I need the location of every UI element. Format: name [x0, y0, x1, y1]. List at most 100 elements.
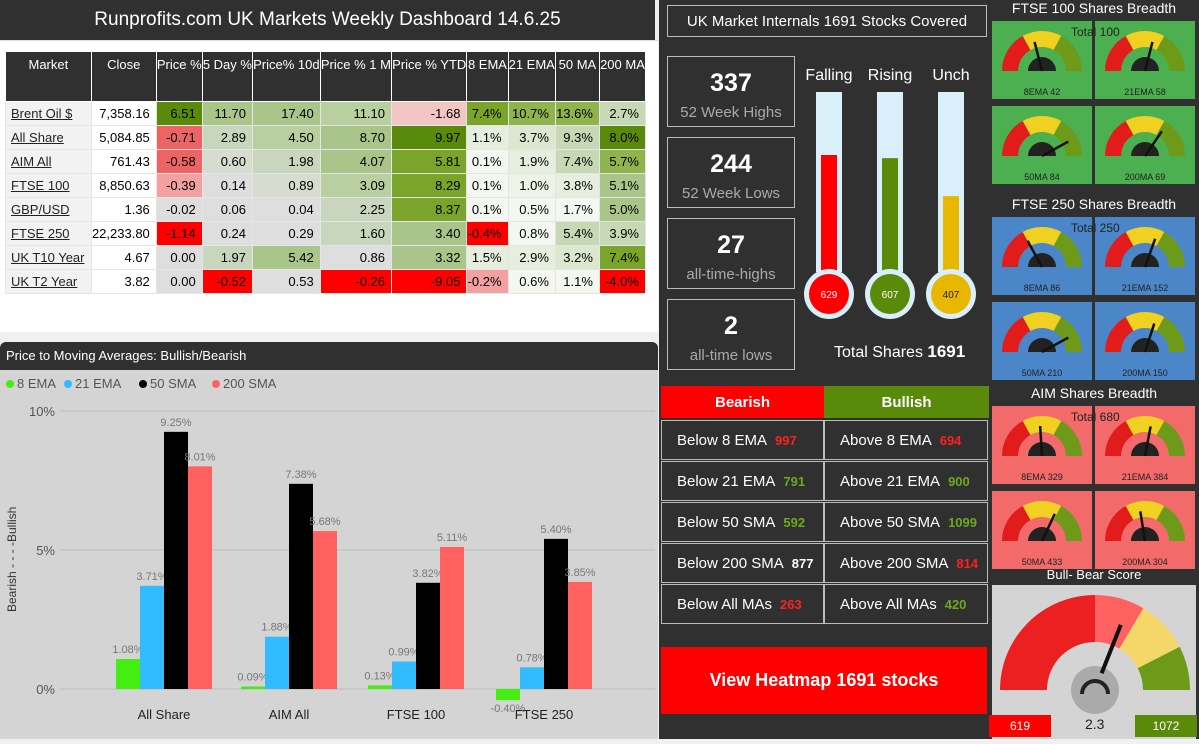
above-ma-label: Above 50 SMA: [840, 513, 941, 531]
gauge-hub: [1028, 142, 1056, 156]
bar[interactable]: [416, 582, 440, 689]
x-category-label: AIM All: [269, 707, 310, 722]
column-header[interactable]: Price% 10d: [252, 51, 321, 102]
stat-box: 2 all-time lows: [667, 299, 795, 370]
breadth-gauge[interactable]: 21EMA 58: [1095, 21, 1195, 99]
value-cell: -0.02: [155, 197, 203, 222]
market-link[interactable]: All Share: [5, 125, 92, 150]
breadth-gauge[interactable]: 50MA 84: [992, 106, 1092, 184]
data-label: 1.08%: [112, 644, 143, 656]
bar[interactable]: [265, 636, 289, 689]
bar[interactable]: [440, 546, 464, 689]
value-cell: 2.9%: [507, 245, 556, 270]
gauge-segment: [1002, 420, 1031, 456]
market-link[interactable]: GBP/USD: [5, 197, 92, 222]
stat-box: 27 all-time-highs: [667, 218, 795, 289]
breadth-gauge[interactable]: 8EMA 86: [992, 217, 1092, 295]
total-shares-value: 1691: [927, 342, 966, 361]
value-cell: -0.52: [201, 269, 254, 294]
thermo-bulb-fill: [809, 274, 849, 314]
value-cell: -1.68: [391, 101, 468, 126]
score-bullish-count: 1072: [1135, 715, 1197, 737]
breadth-gauge[interactable]: 21EMA 152: [1095, 217, 1195, 295]
value-cell: 0.29: [252, 221, 321, 246]
thermo-fill: [821, 155, 837, 277]
market-link[interactable]: AIM All: [5, 149, 92, 174]
market-link[interactable]: Brent Oil $: [5, 101, 92, 126]
bar[interactable]: [188, 466, 212, 689]
value-cell: -0.39: [155, 173, 203, 198]
value-cell: 0.6%: [507, 269, 556, 294]
legend-item: 200 SMA: [212, 376, 276, 391]
bar[interactable]: [241, 686, 265, 689]
breadth-gauge[interactable]: 50MA 210: [992, 302, 1092, 380]
bar[interactable]: [568, 581, 592, 689]
market-link[interactable]: FTSE 250: [5, 221, 92, 246]
above-ma-value: 814: [956, 555, 979, 571]
above-ma-box: Above All MAs 420: [824, 584, 988, 624]
value-cell: 3.9%: [598, 221, 647, 246]
value-cell: 17.40: [252, 101, 321, 126]
breadth-total: Total 680: [1071, 410, 1120, 424]
data-label: 3.85%: [564, 567, 595, 579]
bar[interactable]: [368, 685, 392, 689]
above-ma-value: 900: [948, 473, 970, 489]
below-ma-box: Below 21 EMA 791: [661, 461, 824, 501]
breadth-gauge[interactable]: 200MA 304: [1095, 491, 1195, 569]
value-cell: 10.7%: [507, 101, 556, 126]
bar[interactable]: [313, 531, 337, 689]
column-header[interactable]: Price % YTD: [391, 51, 468, 102]
bar[interactable]: [520, 667, 544, 689]
thermo-bulb-fill: [931, 274, 971, 314]
close-cell: 4.67: [90, 245, 157, 270]
column-header[interactable]: 50 MA: [554, 51, 600, 102]
market-link[interactable]: UK T2 Year: [5, 269, 92, 294]
value-cell: 1.98: [252, 149, 321, 174]
value-cell: 0.04: [252, 197, 321, 222]
bar[interactable]: [116, 658, 140, 689]
close-cell: 5,084.85: [90, 125, 157, 150]
column-header[interactable]: Price %: [155, 51, 203, 102]
gauge-segment: [1022, 31, 1062, 50]
bar[interactable]: [392, 661, 416, 689]
value-cell: 5.0%: [598, 197, 647, 222]
gauge-segment: [1156, 420, 1185, 456]
column-header[interactable]: 21 EMA: [507, 51, 556, 102]
column-header[interactable]: 200 MA: [598, 51, 647, 102]
view-heatmap-button[interactable]: View Heatmap 1691 stocks: [661, 647, 987, 714]
bar[interactable]: [289, 483, 313, 689]
bull-bear-gauge[interactable]: [992, 585, 1196, 739]
value-cell: 2.89: [201, 125, 254, 150]
column-header[interactable]: Close: [90, 51, 157, 102]
above-ma-value: 420: [944, 596, 967, 612]
column-header[interactable]: 8 EMA: [466, 51, 509, 102]
breadth-gauge[interactable]: 8EMA 329: [992, 406, 1092, 484]
bar[interactable]: [544, 538, 568, 689]
value-cell: 2.7%: [598, 101, 647, 126]
value-cell: -0.4%: [466, 221, 509, 246]
above-ma-label: Above 200 SMA: [840, 554, 949, 572]
gauge-segment: [1002, 505, 1031, 541]
gauge-label: 50MA 84: [1024, 172, 1060, 182]
gauge-segment: [1002, 316, 1031, 352]
gauge-segment: [1125, 416, 1165, 435]
value-cell: 3.8%: [554, 173, 600, 198]
close-cell: 7,358.16: [90, 101, 157, 126]
bar[interactable]: [140, 585, 164, 689]
below-ma-label: Below 50 SMA: [677, 513, 776, 531]
market-link[interactable]: FTSE 100: [5, 173, 92, 198]
column-header[interactable]: 5 Day %: [201, 51, 254, 102]
market-link[interactable]: UK T10 Year: [5, 245, 92, 270]
gauge-hub: [1131, 57, 1159, 71]
bar[interactable]: [164, 431, 188, 689]
column-header[interactable]: Market: [5, 51, 92, 102]
breadth-gauge[interactable]: 21EMA 384: [1095, 406, 1195, 484]
column-header[interactable]: Price % 1 M: [319, 51, 393, 102]
breadth-gauge[interactable]: 200MA 69: [1095, 106, 1195, 184]
breadth-gauge[interactable]: 8EMA 42: [992, 21, 1092, 99]
bar[interactable]: [496, 689, 520, 701]
value-cell: -1.14: [155, 221, 203, 246]
bearish-header: Bearish: [661, 386, 824, 418]
breadth-gauge[interactable]: 200MA 150: [1095, 302, 1195, 380]
breadth-gauge[interactable]: 50MA 433: [992, 491, 1092, 569]
